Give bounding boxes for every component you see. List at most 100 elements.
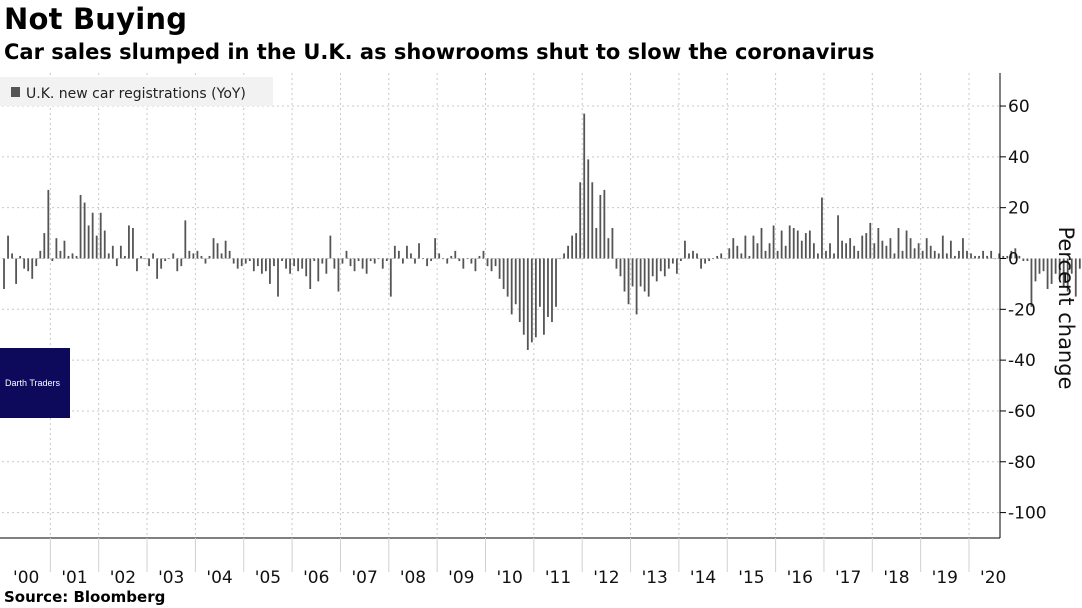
bar [144, 258, 146, 260]
bar [11, 253, 13, 259]
bar [369, 258, 372, 262]
bar [402, 258, 404, 264]
bar [15, 258, 18, 284]
bar [1066, 258, 1069, 292]
bar [1026, 258, 1029, 262]
bar [877, 228, 880, 259]
bar [418, 243, 420, 259]
bar [164, 258, 167, 262]
bar [764, 250, 767, 259]
bar [43, 233, 46, 259]
bar [921, 250, 924, 259]
bar [595, 228, 598, 259]
bar [277, 258, 279, 297]
bar [917, 243, 920, 259]
bar [643, 258, 646, 292]
bar [265, 258, 267, 272]
bar [1050, 258, 1053, 284]
bar [667, 258, 670, 269]
x-tick-label: '14 [690, 568, 716, 588]
bar [1006, 255, 1009, 259]
bar [796, 230, 799, 259]
x-ticks: '00 '01 '02 '03 '04 '05 '06 '07 '08 '09 '10 '11 '12 '… [13, 538, 1006, 588]
bar [543, 258, 545, 335]
bar [680, 258, 682, 262]
watermark-box [0, 348, 70, 418]
bar [966, 250, 968, 259]
bar [446, 258, 449, 264]
bar [248, 258, 251, 262]
bar [756, 243, 759, 259]
bar [631, 258, 634, 287]
bar [1030, 258, 1033, 307]
bar [136, 258, 138, 272]
bar [502, 258, 505, 289]
bar [599, 194, 602, 259]
bar [808, 230, 811, 259]
bar [59, 250, 62, 259]
bar [857, 250, 860, 259]
x-tick-label: '20 [980, 568, 1006, 588]
bar [438, 253, 441, 259]
bar [986, 255, 989, 259]
y-ticks: 60 40 20 0 -20 -40 -60 -80 -100 [1000, 97, 1047, 524]
bar [31, 258, 34, 279]
bar [410, 253, 412, 259]
y-tick-label: 40 [1008, 148, 1030, 168]
bar [397, 250, 400, 259]
bar [510, 258, 513, 315]
bar [188, 250, 191, 259]
bar [111, 245, 114, 259]
bar [555, 258, 557, 307]
x-tick-label: '13 [642, 568, 668, 588]
bar [75, 255, 78, 259]
bar [71, 253, 74, 259]
bar [281, 258, 283, 262]
bar [845, 243, 848, 259]
bar [1046, 258, 1049, 289]
bar [1054, 258, 1057, 274]
legend-box [0, 77, 273, 106]
bar [240, 258, 243, 267]
bar [184, 220, 187, 259]
bar [692, 250, 694, 259]
bar [700, 258, 702, 269]
bar [530, 258, 533, 343]
bar [216, 243, 219, 259]
y-tick-label: -40 [1008, 351, 1036, 371]
x-tick-label: '03 [158, 568, 184, 588]
bar [970, 253, 972, 259]
bar [897, 228, 900, 259]
bar [289, 258, 291, 274]
y-tick-label: 20 [1008, 199, 1030, 219]
bar [937, 253, 940, 259]
x-tick-label: '09 [448, 568, 474, 588]
bar [321, 258, 324, 264]
bar [994, 258, 997, 260]
bar [506, 258, 509, 297]
bar [1010, 250, 1013, 259]
bar [454, 250, 457, 259]
bar [337, 258, 340, 292]
bar [611, 228, 614, 259]
bar [849, 238, 852, 259]
gridlines [2, 73, 1000, 538]
x-tick-label: '18 [883, 568, 909, 588]
bar [740, 253, 743, 259]
bar [945, 253, 948, 259]
bar [172, 253, 175, 259]
bar [406, 245, 408, 259]
bar [998, 253, 1001, 259]
bar [333, 258, 336, 269]
bar [776, 250, 779, 259]
bar [490, 258, 493, 272]
bar [51, 258, 54, 262]
bar [748, 255, 751, 259]
bars [3, 113, 1081, 350]
bar [563, 253, 565, 259]
y-tick-label: -20 [1008, 300, 1036, 320]
bar [478, 255, 481, 259]
bar [724, 258, 727, 260]
chart-subtitle: Car sales slumped in the U.K. as showroo… [4, 40, 875, 64]
